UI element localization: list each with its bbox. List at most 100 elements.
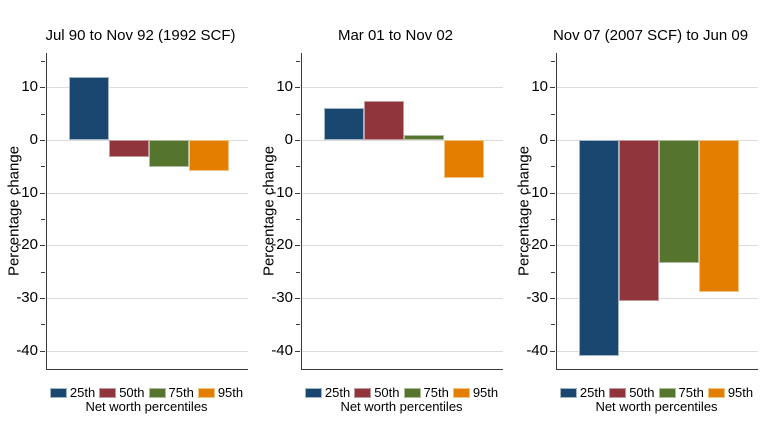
bar-50th [109, 139, 149, 158]
legend-swatch-50th [609, 387, 627, 398]
legend-item-25th: 25th [304, 385, 351, 400]
y-major-tick [550, 192, 555, 194]
y-major-tick [295, 139, 300, 141]
plot-wrap: 10 0 -10 -20 -30 -40 [526, 53, 758, 370]
legend-label: 50th [119, 385, 145, 400]
bar-25th [69, 76, 109, 140]
y-tick-label: 0 [539, 130, 548, 148]
y-minor-tick [296, 324, 300, 326]
gridline [47, 350, 248, 352]
plot-area [301, 53, 503, 370]
y-minor-tick [296, 60, 300, 62]
y-major-tick [40, 297, 45, 299]
legend: 25th 50th 75th 95th [291, 385, 512, 400]
legend: 25th 50th 75th 95th [36, 385, 257, 400]
gridline [47, 87, 248, 89]
gridline [302, 139, 503, 141]
chart-panel-1: Jul 90 to Nov 92 (1992 SCF) Percentage ch… [0, 0, 255, 430]
y-minor-tick [41, 218, 45, 220]
y-tick-label: 0 [284, 130, 293, 148]
y-minor-tick [551, 324, 555, 326]
legend-label: 50th [374, 385, 400, 400]
bar-50th [619, 139, 659, 301]
bar-25th [579, 139, 619, 356]
y-tick-label: 10 [276, 78, 293, 96]
y-major-tick [295, 350, 300, 352]
y-tick-label: -30 [526, 288, 548, 306]
y-tick-label: -40 [16, 341, 38, 359]
y-minor-tick [551, 60, 555, 62]
y-major-tick [550, 139, 555, 141]
legend-swatch-50th [354, 387, 372, 398]
y-major-tick [295, 192, 300, 194]
y-minor-tick [296, 218, 300, 220]
legend-swatch-75th [148, 387, 166, 398]
legend-label: 25th [324, 385, 351, 400]
legend-title: Net worth percentiles [340, 399, 463, 414]
y-major-tick [40, 139, 45, 141]
y-axis-title: Percentage change [260, 145, 278, 277]
y-major-tick [295, 245, 300, 247]
y-minor-tick [296, 113, 300, 115]
legend-label: 50th [629, 385, 655, 400]
y-minor-tick [41, 324, 45, 326]
gridline [302, 297, 503, 299]
y-minor-tick [296, 271, 300, 273]
legend-label: 25th [69, 385, 96, 400]
y-tick-label: -30 [271, 288, 293, 306]
legend-label: 95th [217, 385, 244, 400]
y-tick-label: -30 [16, 288, 38, 306]
legend-swatch-50th [99, 387, 117, 398]
gridline [302, 245, 503, 247]
y-major-tick [550, 350, 555, 352]
legend-swatch-75th [658, 387, 676, 398]
legend-item-75th: 75th [403, 385, 449, 400]
plot-area [46, 53, 248, 370]
y-tick-label: -10 [271, 183, 293, 201]
legend-swatch-25th [559, 387, 577, 398]
legend-label: 75th [423, 385, 449, 400]
y-tick-label: 0 [29, 130, 38, 148]
legend-item-95th: 95th [452, 385, 499, 400]
legend: 25th 50th 75th 95th [546, 385, 765, 400]
legend-swatch-25th [304, 387, 322, 398]
y-major-tick [40, 350, 45, 352]
y-minor-tick [551, 218, 555, 220]
legend-title: Net worth percentiles [595, 399, 718, 414]
bar-75th [404, 134, 444, 140]
legend-item-25th: 25th [559, 385, 605, 400]
legend-swatch-95th [707, 387, 725, 398]
plot-wrap: 10 0 -10 -20 -30 -40 [271, 53, 503, 370]
y-minor-tick [551, 113, 555, 115]
y-major-tick [295, 87, 300, 89]
gridline [557, 350, 758, 352]
legend-item-50th: 50th [99, 385, 145, 400]
y-major-tick [295, 297, 300, 299]
y-tick-label: -20 [16, 236, 38, 254]
y-major-tick [40, 87, 45, 89]
bar-95th [189, 139, 229, 172]
chart-panel-2: Mar 01 to Nov 02 Percentage change 10 0 -10 -… [255, 0, 510, 430]
y-major-tick [550, 245, 555, 247]
y-minor-tick [41, 60, 45, 62]
panel-title: Mar 01 to Nov 02 [337, 27, 454, 44]
gridline [302, 350, 503, 352]
legend-label: 95th [472, 385, 499, 400]
legend-swatch-95th [452, 387, 470, 398]
legend-label: 95th [727, 385, 754, 400]
gridline [47, 297, 248, 299]
legend-item-95th: 95th [197, 385, 244, 400]
gridline [557, 87, 758, 89]
y-minor-tick [551, 166, 555, 168]
y-tick-label: -40 [271, 341, 293, 359]
gridline [47, 245, 248, 247]
legend-item-25th: 25th [49, 385, 96, 400]
bar-75th [149, 139, 189, 167]
y-tick-label: -20 [271, 236, 293, 254]
bar-95th [699, 139, 739, 292]
legend-swatch-75th [403, 387, 421, 398]
gridline [302, 192, 503, 194]
bar-25th [324, 108, 364, 140]
y-tick-label: -10 [16, 183, 38, 201]
